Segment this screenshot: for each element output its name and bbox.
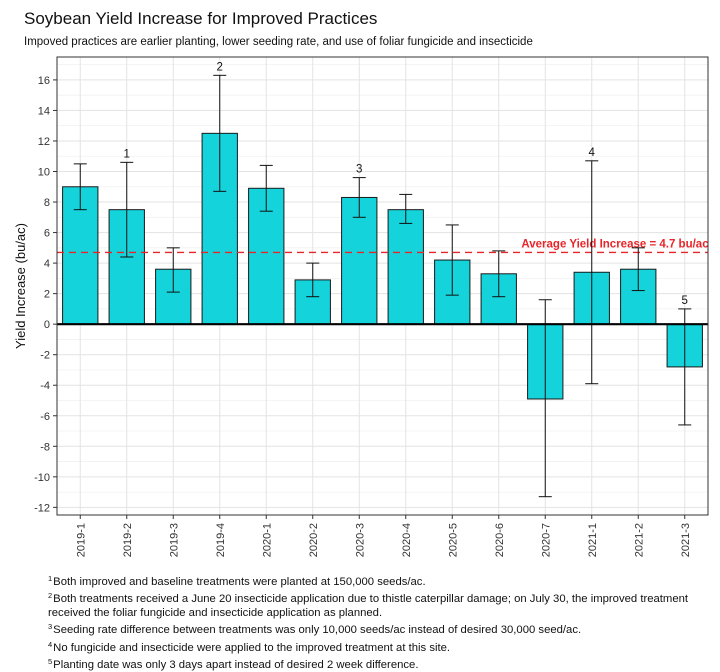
footnote-mark: 2 xyxy=(48,591,53,601)
y-axis-label: Yield Increase (bu/ac) xyxy=(13,223,28,349)
x-tick-label: 2021-1 xyxy=(587,523,599,557)
y-tick-label: -8 xyxy=(40,441,50,453)
x-tick-label: 2020-6 xyxy=(494,523,506,557)
footnote-mark: 5 xyxy=(48,657,53,667)
bar xyxy=(341,196,378,325)
footnote-text: No fungicide and insecticide were applie… xyxy=(53,641,451,654)
x-tick-label: 2020-4 xyxy=(401,523,413,557)
bar-annotation-label: 5 xyxy=(682,295,688,307)
footnote-mark: 1 xyxy=(48,574,53,583)
y-tick-label: -10 xyxy=(34,472,50,484)
bar-annotation-label: 3 xyxy=(356,164,362,176)
average-reference-label: Average Yield Increase = 4.7 bu/ac xyxy=(521,238,709,250)
y-tick-label: -12 xyxy=(34,502,50,514)
chart-title: Soybean Yield Increase for Improved Prac… xyxy=(24,9,378,28)
x-tick-label: 2020-2 xyxy=(308,523,320,557)
y-tick-label: 6 xyxy=(44,228,50,240)
y-tick-label: -6 xyxy=(40,411,50,423)
y-tick-label: 0 xyxy=(44,319,50,331)
bar-annotation-label: 4 xyxy=(589,147,596,159)
footnote-text: Seeding rate difference between treatmen… xyxy=(53,624,582,637)
footnote-text: Planting date was only 3 days apart inst… xyxy=(53,659,419,672)
footnote: 4No fungicide and insecticide were appli… xyxy=(48,638,714,655)
chart-subtitle: Impoved practices are earlier planting, … xyxy=(24,36,533,48)
bar-annotation-label: 2 xyxy=(217,61,223,73)
x-tick-label: 2021-3 xyxy=(680,523,692,557)
error-bars xyxy=(73,74,692,498)
footnote: 5Planting date was only 3 days apart ins… xyxy=(48,655,714,672)
bar-annotation-label: 1 xyxy=(124,148,130,160)
footnote-text: Both improved and baseline treatments we… xyxy=(53,576,426,588)
footnote: 3Seeding rate difference between treatme… xyxy=(48,620,714,637)
bar xyxy=(387,209,424,325)
y-tick-label: 10 xyxy=(38,167,50,179)
footnotes: 1Both improved and baseline treatments w… xyxy=(48,572,714,672)
y-tick-label: 4 xyxy=(44,258,50,270)
x-tick-label: 2019-4 xyxy=(215,523,227,557)
y-tick-label: 2 xyxy=(44,289,50,301)
y-tick-label: -2 xyxy=(40,350,50,362)
y-tick-label: -4 xyxy=(40,380,50,392)
footnote: 1Both improved and baseline treatments w… xyxy=(48,572,714,589)
y-tick-label: 8 xyxy=(44,197,50,209)
y-tick-label: 16 xyxy=(38,75,50,87)
x-tick-label: 2020-3 xyxy=(354,523,366,557)
x-tick-label: 2019-1 xyxy=(75,523,87,557)
footnote: 2Both treatments received a June 20 inse… xyxy=(48,589,714,620)
x-tick-label: 2019-2 xyxy=(122,523,134,557)
footnote-mark: 3 xyxy=(48,622,53,632)
x-tick-label: 2020-1 xyxy=(261,523,273,557)
x-tick-label: 2020-7 xyxy=(540,523,552,557)
reference-layer: Average Yield Increase = 4.7 bu/ac xyxy=(57,238,709,254)
x-tick-label: 2019-3 xyxy=(168,523,180,557)
bar-annotations: 1 2 3 4 5 xyxy=(124,61,688,307)
y-tick-label: 12 xyxy=(38,136,50,148)
footnote-text: Both treatments received a June 20 insec… xyxy=(48,593,689,619)
y-tick-label: 14 xyxy=(38,105,50,117)
bar-chart: Average Yield Increase = 4.7 bu/ac 12345… xyxy=(13,56,709,557)
x-tick-label: 2021-2 xyxy=(633,523,645,557)
footnote-mark: 4 xyxy=(48,639,53,649)
x-tick-label: 2020-5 xyxy=(447,523,459,557)
plot-border xyxy=(56,56,709,516)
